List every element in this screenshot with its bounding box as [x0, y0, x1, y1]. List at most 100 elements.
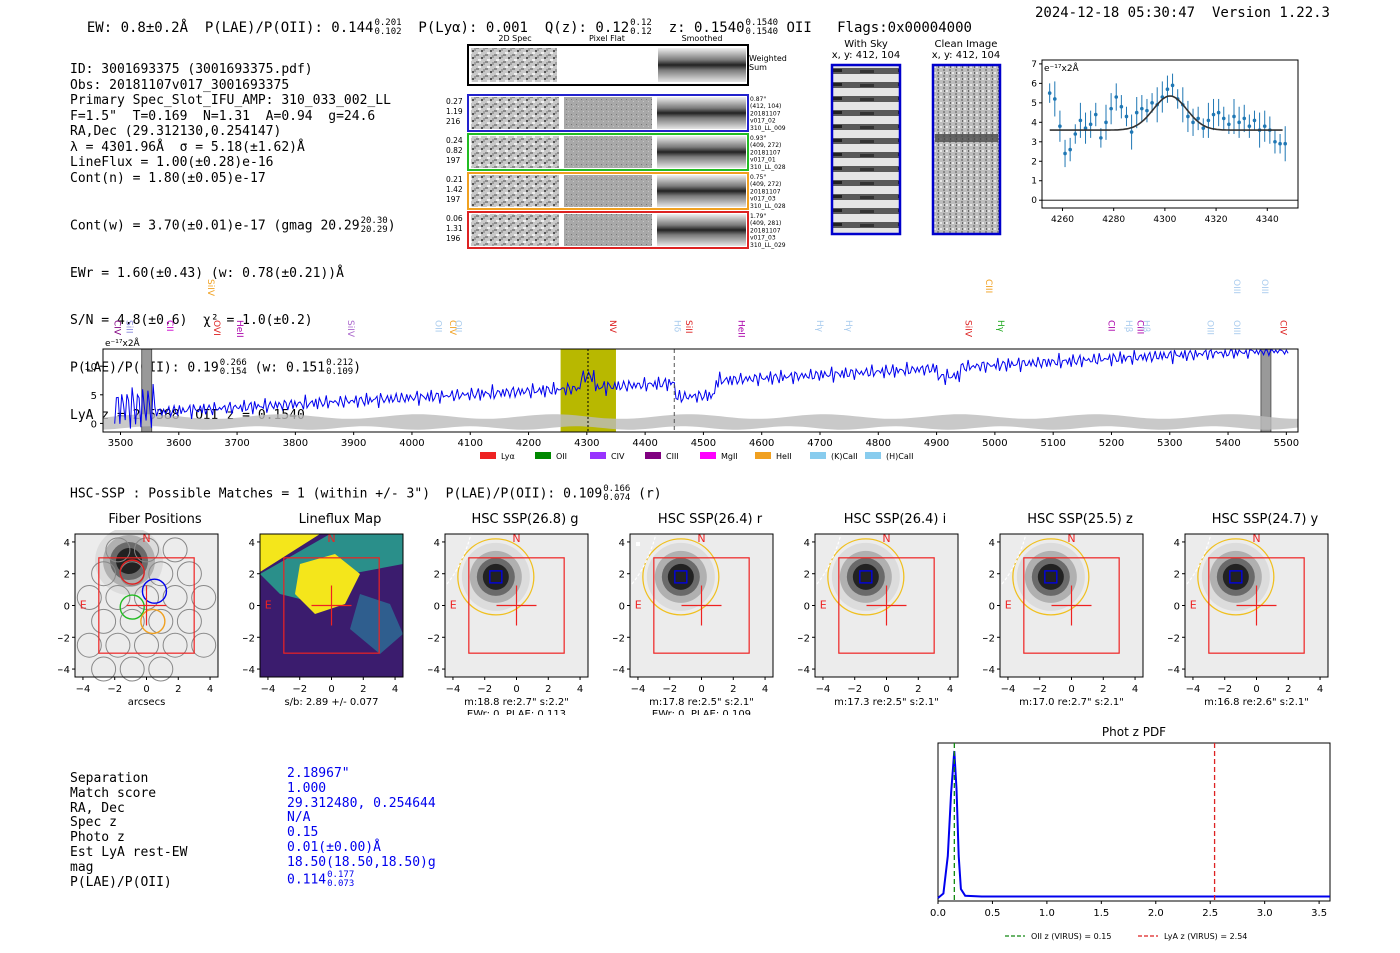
contw-hi: 20.30	[360, 216, 388, 226]
aperture-circle	[642, 538, 720, 616]
match-value: 0.01(±0.00)Å	[287, 839, 381, 855]
zoom-data-point	[1053, 97, 1057, 101]
panel-ytick-label: −2	[58, 633, 70, 644]
north-label: N	[1067, 532, 1075, 545]
image-panel: HSC SSP(25.5) z N E 4 2 0 −2 −4 −4 −2 0 2 4 m:17.0 re…	[983, 512, 1155, 727]
fiber-circle	[91, 656, 117, 682]
legend-label: (K)CaII	[831, 452, 858, 461]
legend-swatch	[755, 452, 771, 459]
photz-xtick-label: 0.5	[984, 908, 1000, 919]
info-lines: ID: 3001693375 (3001693375.pdf) Obs: 2018…	[70, 62, 396, 186]
match-value-row: 0.01(±0.00)Å	[287, 839, 436, 856]
photz-title: Phot z PDF	[1102, 725, 1166, 739]
panel-xtick-label: −4	[816, 684, 831, 695]
zoom-data-point	[1047, 91, 1052, 95]
full-unit-label: e⁻¹⁷x2Å	[105, 337, 141, 349]
match-value-row: N/A	[287, 810, 436, 826]
spec-cutouts: 2D Spec Pixel Flat Smoothed Weighted Sum…	[446, 34, 787, 249]
source-blob	[482, 563, 509, 590]
legend-lya-label: LyA z (VIRUS) = 2.54	[1164, 932, 1247, 941]
cutout-right-value: v017_02	[750, 118, 776, 125]
zoom-xtick-label: 4340	[1256, 215, 1279, 225]
panel-ytick-label: −4	[798, 665, 810, 676]
cutout-right-value: (409, 272)	[750, 142, 781, 149]
zoom-data-point	[1068, 147, 1072, 152]
match-plae-range: 0.177 0.073	[327, 870, 354, 889]
zoom-data-point	[1129, 130, 1134, 134]
fiber-highlight	[141, 578, 168, 604]
photz-frame	[937, 742, 1331, 902]
header-qz-hi: 0.12	[630, 18, 652, 28]
zoom-data-point	[1083, 126, 1088, 130]
full-xtick-label: 5400	[1215, 438, 1240, 449]
fiber-circle	[76, 632, 102, 658]
match-value-row: 18.50(18.50,18.50)g	[287, 855, 436, 871]
east-label: E	[820, 599, 827, 612]
image-panel: HSC SSP(26.4) r N E 4 2 0 −2 −4 −4 −2 0 2 4 m:17.8 re…	[613, 512, 785, 727]
panel-plot: N E 4 2 0 −2 −4 −4 −2 0 2 4 m:17.8 re:2.5" s:2.1"EWr…	[613, 532, 774, 715]
zoom-data-point	[1088, 122, 1093, 127]
zoom-fit-curve	[1049, 95, 1283, 131]
full-ytick-label: 10	[84, 362, 97, 373]
panel-xtick-label: −4	[261, 684, 276, 695]
zoom-data-point	[1252, 118, 1257, 123]
panel-plot: N E 4 2 0 −2 −4 −4 −2 0 2 4 m:16.8 re:2.6" s:2.1"	[1168, 532, 1329, 708]
panel-ytick-label: 4	[64, 538, 70, 549]
match-value: 0.114	[287, 872, 327, 888]
zoom-ytick-label: 4	[1031, 118, 1037, 128]
match-box	[859, 570, 873, 584]
panel-xtick-label: 2	[360, 684, 366, 695]
cutout-right-value: v017_03	[750, 235, 776, 242]
with-sky-image	[830, 63, 902, 236]
weighted-2d	[471, 48, 557, 82]
panel-ytick-label: 2	[804, 570, 810, 581]
panel-ytick-label: −2	[1168, 633, 1180, 644]
zoom-data-point	[1165, 87, 1170, 92]
info-plae: P(LAE)/P(OII): 0.19 0.266 0.154 (w: 0.151 0…	[70, 358, 362, 377]
weighted-label-1: Weighted	[749, 54, 787, 63]
fiber-circle	[162, 537, 188, 563]
cutout-right-value: (409, 281)	[750, 220, 781, 227]
emission-line-label: OIII	[1231, 279, 1241, 294]
match-box	[1229, 570, 1243, 584]
full-axes-frame	[102, 348, 1299, 433]
zoom-data-point	[1114, 95, 1119, 99]
panel-xtick-label: −4	[446, 684, 461, 695]
panel-xtick-label: −2	[477, 684, 492, 695]
cutout-left-value: 1.31	[446, 224, 463, 233]
panel-ytick-label: 2	[989, 570, 995, 581]
header-plya: P(Lyα): 0.001	[418, 20, 528, 36]
panel-caption-2: EWr: 0, PLAE: 0.109	[652, 709, 751, 715]
match-box	[489, 570, 503, 584]
zoom-data-point	[1119, 104, 1124, 109]
cutout-left-value: 0.21	[446, 175, 463, 184]
panel-xtick-label: −2	[292, 684, 307, 695]
search-box	[653, 557, 750, 654]
panel-ytick-label: −4	[983, 665, 995, 676]
match-box	[1044, 570, 1058, 584]
photz-xtick-label: 0.0	[930, 908, 946, 919]
cutout-right-value: 0.75"	[750, 174, 766, 181]
zoom-data-point	[1273, 139, 1277, 144]
panel-caption: arcsecs	[128, 697, 166, 708]
match-label: Separation	[70, 771, 149, 786]
spectrum-line	[114, 348, 1289, 429]
header-flags: Flags:0x00004000	[837, 20, 972, 36]
panel-ytick-label: 4	[434, 538, 440, 549]
zoom-data-point	[1206, 118, 1211, 123]
cutout-right-value: 1.79"	[750, 213, 766, 220]
panel-ytick-label: 4	[1174, 538, 1180, 549]
match-value-row: 0.114 0.177 0.073	[287, 870, 436, 889]
zoom-ytick-label: 3	[1031, 138, 1037, 148]
panel-ytick-label: −2	[243, 633, 255, 644]
full-xtick-label: 3700	[224, 438, 249, 449]
legend-label: Lyα	[501, 452, 515, 461]
full-xtick-label: 5000	[982, 438, 1007, 449]
panel-xtick-label: −2	[1217, 684, 1232, 695]
zoom-data-point	[1191, 120, 1195, 125]
legend-label: HeII	[776, 452, 792, 461]
source-blob	[1222, 563, 1249, 590]
match-value: 1.000	[287, 780, 327, 796]
panel-xtick-label: 4	[762, 684, 768, 695]
fiber-highlight	[119, 594, 145, 620]
